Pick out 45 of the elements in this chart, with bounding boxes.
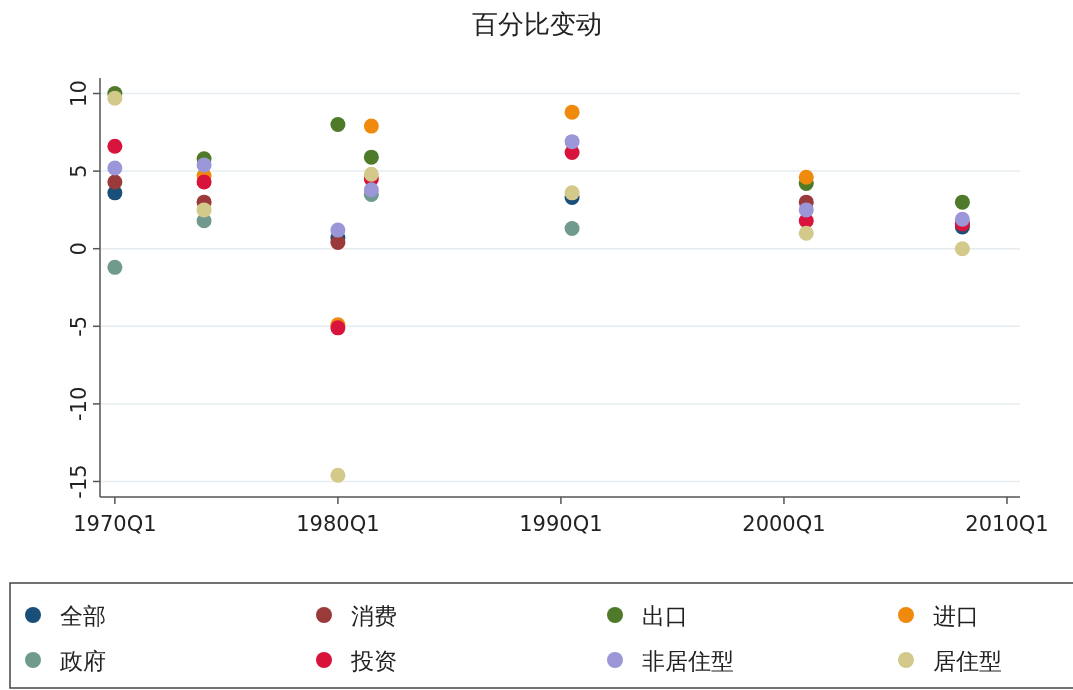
legend-label: 进口: [933, 603, 979, 629]
point: [564, 134, 580, 150]
point: [330, 117, 346, 133]
point: [196, 157, 212, 173]
point: [363, 118, 379, 134]
y-tick-label: 10: [67, 80, 91, 107]
point: [564, 104, 580, 120]
point: [564, 185, 580, 201]
y-tick-label: 5: [67, 164, 91, 178]
y-tick-label: -10: [67, 386, 91, 422]
x-tick-label: 2010Q1: [965, 512, 1049, 536]
point: [564, 221, 580, 237]
point: [330, 467, 346, 483]
legend-label: 非居住型: [642, 648, 734, 674]
point: [363, 182, 379, 198]
point: [107, 90, 123, 106]
legend-label: 消费: [351, 603, 397, 629]
point: [107, 174, 123, 190]
x-tick-label: 1980Q1: [296, 512, 380, 536]
legend-label: 全部: [60, 603, 106, 629]
point: [954, 194, 970, 210]
point: [107, 160, 123, 176]
point: [798, 202, 814, 218]
point: [196, 202, 212, 218]
legend-label: 居住型: [933, 648, 1002, 674]
point: [798, 169, 814, 185]
x-tick-label: 2000Q1: [742, 512, 826, 536]
x-tick-label: 1970Q1: [73, 512, 157, 536]
point: [196, 174, 212, 190]
x-tick-label: 1990Q1: [519, 512, 603, 536]
point: [954, 211, 970, 227]
y-tick-label: -15: [67, 464, 91, 499]
y-tick-label: -5: [67, 315, 91, 337]
point: [107, 138, 123, 154]
point: [798, 225, 814, 241]
point: [363, 166, 379, 182]
legend-label: 投资: [350, 648, 397, 674]
point: [954, 241, 970, 257]
point: [107, 259, 123, 275]
legend-label: 政府: [60, 648, 106, 674]
chart-title: 百分比变动: [471, 9, 602, 39]
point: [330, 222, 346, 238]
legend-label: 出口: [642, 603, 688, 629]
y-tick-label: 0: [67, 242, 91, 256]
point: [363, 149, 379, 165]
